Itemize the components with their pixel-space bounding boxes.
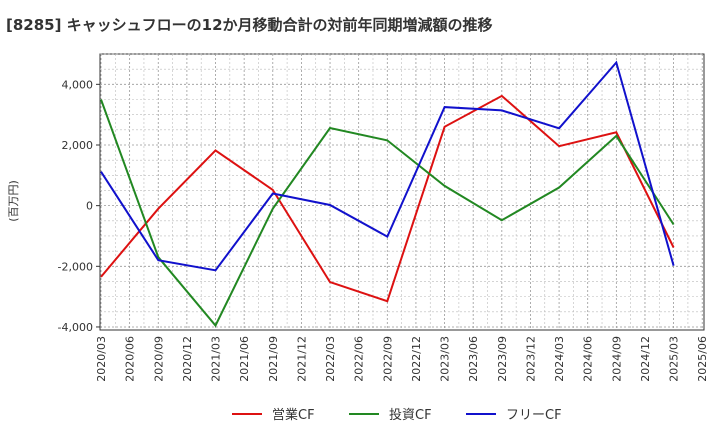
x-tick-label: 2023/12 [524,336,537,382]
x-axis: 2020/03 2020/06 2020/09 2020/12 2021/03 2021/… [95,336,709,382]
x-tick-label: 2020/09 [152,336,165,382]
y-tick-label: 2,000 [62,139,94,152]
x-tick-label: 2022/03 [324,336,337,382]
series-lines [100,60,675,328]
legend: 営業CF 投資CF フリーCF [232,407,562,423]
x-tick-label: 2023/03 [439,336,452,382]
x-tick-label: 2021/06 [238,336,251,382]
x-tick-label: 2025/03 [668,336,681,382]
x-tick-label: 2024/03 [553,336,566,382]
x-tick-label: 2024/12 [639,336,652,382]
x-tick-label: 2024/09 [610,336,623,382]
x-tick-label: 2023/06 [467,336,480,382]
y-tick-label: 4,000 [62,78,94,91]
x-tick-label: 2025/06 [696,336,709,382]
x-tick-label: 2020/03 [95,336,108,382]
x-tick-label: 2020/06 [124,336,137,382]
x-tick-label: 2022/12 [410,336,423,382]
legend-label: フリーCF [506,408,562,423]
y-axis-label: (百万円) [7,180,20,222]
x-tick-label: 2023/09 [496,336,509,382]
x-tick-label: 2021/03 [210,336,223,382]
y-tick-label: 0 [86,200,93,213]
x-tick-label: 2021/12 [295,336,308,382]
plot-area [99,53,705,331]
y-axis: -4,000 -2,000 0 2,000 4,000 [58,78,100,334]
legend-label: 営業CF [272,407,315,423]
legend-label: 投資CF [389,407,432,423]
x-tick-label: 2022/09 [381,336,394,382]
x-tick-label: 2024/06 [582,336,595,382]
chart-title: [8285] キャッシュフローの12か月移動合計の対前年同期増減額の推移 [6,16,493,34]
x-tick-label: 2022/06 [353,336,366,382]
y-tick-label: -4,000 [58,321,93,334]
y-tick-label: -2,000 [58,260,93,273]
x-tick-label: 2021/09 [267,336,280,382]
x-tick-label: 2020/12 [181,336,194,382]
